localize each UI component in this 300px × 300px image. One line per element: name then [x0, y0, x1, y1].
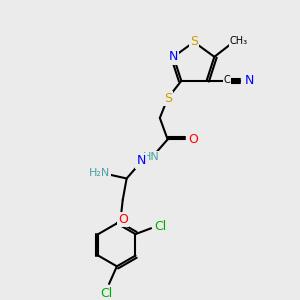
Text: N: N — [136, 154, 146, 167]
Text: HN: HN — [143, 152, 159, 162]
Text: Cl: Cl — [155, 220, 167, 233]
Text: S: S — [164, 92, 172, 105]
Text: CH₃: CH₃ — [230, 36, 248, 46]
Text: H₂N: H₂N — [89, 168, 110, 178]
Text: Cl: Cl — [100, 287, 112, 300]
Text: O: O — [188, 133, 198, 146]
Text: N: N — [245, 74, 254, 87]
Text: C: C — [224, 75, 230, 85]
Text: S: S — [190, 35, 198, 49]
Text: O: O — [118, 213, 128, 226]
Text: N: N — [169, 50, 178, 63]
